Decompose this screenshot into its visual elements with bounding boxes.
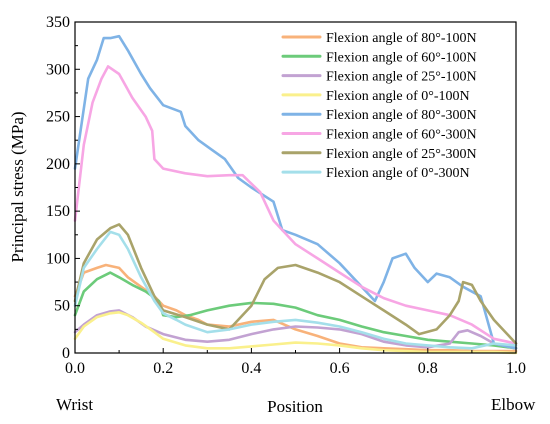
x-tick-label: 0.8 (418, 360, 438, 377)
legend-entry-label: Flexion angle of 80°-300N (326, 108, 477, 123)
legend-entry-label: Flexion angle of 60°-300N (326, 128, 477, 143)
y-tick-label: 300 (46, 61, 70, 78)
y-tick-label: 0 (62, 345, 70, 362)
y-tick-label: 150 (46, 203, 70, 220)
series-line-2 (73, 271, 518, 350)
legend-entry-label: Flexion angle of 25°-100N (326, 70, 477, 85)
y-tick-label: 350 (46, 14, 70, 31)
series-line-5 (73, 34, 518, 350)
x-tick-label: 0.0 (65, 360, 85, 377)
series-line-8 (73, 230, 518, 350)
y-tick-label: 50 (54, 298, 70, 315)
legend-entry-label: Flexion angle of 0°-300N (326, 166, 470, 181)
series-layer (73, 34, 518, 355)
series-line-7 (73, 223, 518, 345)
y-tick-label: 100 (46, 250, 70, 267)
x-tick-label: 0.4 (241, 360, 261, 377)
ticks-layer: 0.0 0.2 0.4 0.6 0.8 1.0 0 50 100 150 200 250 300 350 (46, 14, 526, 377)
x-tick-label: 0.2 (153, 360, 173, 377)
elbow-annotation: Elbow (491, 395, 536, 414)
series-line-6 (73, 65, 518, 345)
y-tick-label: 200 (46, 156, 70, 173)
legend-entry-label: Flexion angle of 60°-100N (326, 50, 477, 65)
legend-entry-label: Flexion angle of 0°-100N (326, 89, 470, 104)
x-tick-label: 1.0 (506, 360, 526, 377)
legend-entry-label: Flexion angle of 80°-100N (326, 31, 477, 46)
series-line-3 (73, 309, 518, 350)
legend-entry-label: Flexion angle of 25°-300N (326, 147, 477, 162)
x-axis-title: Position (267, 397, 323, 416)
series-line-1 (73, 263, 518, 353)
legend: Flexion angle of 80°-100N Flexion angle o… (281, 31, 477, 181)
wrist-annotation: Wrist (56, 395, 93, 414)
y-axis-title: Principal stress (MPa) (8, 111, 27, 262)
x-tick-label: 0.6 (330, 360, 350, 377)
y-tick-label: 250 (46, 109, 70, 126)
